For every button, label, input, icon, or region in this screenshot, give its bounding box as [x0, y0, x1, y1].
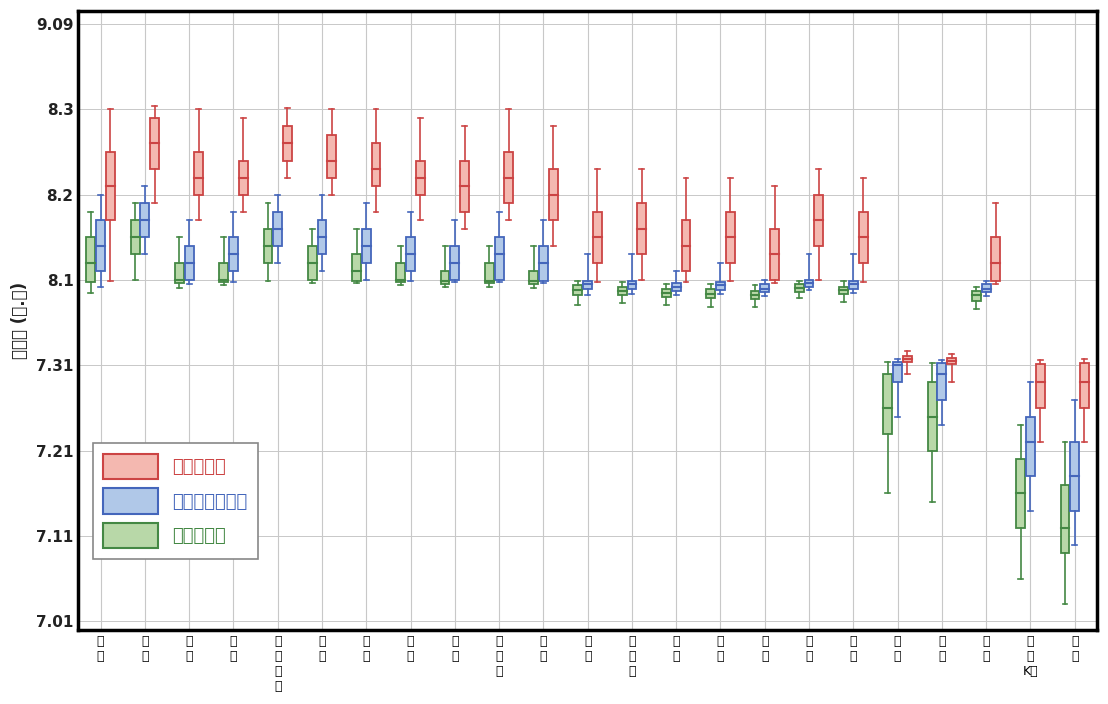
- FancyBboxPatch shape: [318, 220, 327, 254]
- FancyBboxPatch shape: [574, 285, 583, 295]
- FancyBboxPatch shape: [274, 212, 283, 246]
- FancyBboxPatch shape: [671, 283, 680, 291]
- FancyBboxPatch shape: [175, 263, 184, 283]
- FancyBboxPatch shape: [706, 289, 715, 298]
- FancyBboxPatch shape: [893, 362, 902, 382]
- FancyBboxPatch shape: [194, 152, 203, 194]
- FancyBboxPatch shape: [883, 374, 892, 434]
- FancyBboxPatch shape: [637, 203, 646, 254]
- FancyBboxPatch shape: [1080, 363, 1089, 408]
- FancyBboxPatch shape: [770, 229, 779, 280]
- FancyBboxPatch shape: [839, 287, 848, 294]
- FancyBboxPatch shape: [681, 220, 690, 272]
- FancyBboxPatch shape: [726, 212, 735, 263]
- FancyBboxPatch shape: [794, 284, 803, 292]
- FancyBboxPatch shape: [804, 280, 813, 287]
- FancyBboxPatch shape: [450, 246, 459, 280]
- FancyBboxPatch shape: [106, 152, 115, 220]
- FancyBboxPatch shape: [151, 118, 160, 169]
- FancyBboxPatch shape: [937, 363, 946, 400]
- FancyBboxPatch shape: [716, 282, 725, 290]
- FancyBboxPatch shape: [538, 246, 547, 281]
- Legend: 출수만한기, 안전출수한계기, 안전출수기: 출수만한기, 안전출수한계기, 안전출수기: [93, 443, 258, 559]
- FancyBboxPatch shape: [814, 194, 823, 246]
- FancyBboxPatch shape: [504, 152, 513, 203]
- FancyBboxPatch shape: [618, 287, 627, 295]
- FancyBboxPatch shape: [982, 284, 991, 292]
- FancyBboxPatch shape: [992, 237, 1001, 281]
- FancyBboxPatch shape: [494, 237, 503, 280]
- FancyBboxPatch shape: [927, 382, 936, 451]
- FancyBboxPatch shape: [1036, 364, 1045, 408]
- FancyBboxPatch shape: [1026, 417, 1035, 477]
- FancyBboxPatch shape: [583, 281, 592, 289]
- FancyBboxPatch shape: [663, 289, 671, 297]
- FancyBboxPatch shape: [131, 220, 140, 254]
- FancyBboxPatch shape: [760, 284, 769, 292]
- Y-axis label: 출수기 (월.일): 출수기 (월.일): [11, 282, 29, 359]
- FancyBboxPatch shape: [859, 212, 868, 263]
- FancyBboxPatch shape: [308, 246, 317, 280]
- FancyBboxPatch shape: [750, 291, 759, 299]
- FancyBboxPatch shape: [371, 144, 380, 186]
- FancyBboxPatch shape: [416, 161, 424, 194]
- FancyBboxPatch shape: [530, 272, 538, 284]
- FancyBboxPatch shape: [972, 291, 981, 301]
- FancyBboxPatch shape: [627, 281, 636, 289]
- FancyBboxPatch shape: [947, 358, 956, 364]
- FancyBboxPatch shape: [1070, 442, 1079, 510]
- FancyBboxPatch shape: [1060, 485, 1069, 553]
- FancyBboxPatch shape: [86, 237, 95, 282]
- FancyBboxPatch shape: [362, 229, 371, 263]
- FancyBboxPatch shape: [460, 161, 469, 212]
- FancyBboxPatch shape: [407, 237, 416, 272]
- FancyBboxPatch shape: [327, 135, 336, 177]
- FancyBboxPatch shape: [283, 126, 291, 161]
- FancyBboxPatch shape: [441, 272, 450, 284]
- FancyBboxPatch shape: [185, 246, 194, 280]
- FancyBboxPatch shape: [141, 203, 150, 237]
- FancyBboxPatch shape: [548, 169, 557, 220]
- FancyBboxPatch shape: [238, 161, 247, 194]
- FancyBboxPatch shape: [903, 356, 912, 362]
- FancyBboxPatch shape: [229, 237, 238, 272]
- FancyBboxPatch shape: [485, 263, 494, 283]
- FancyBboxPatch shape: [397, 263, 406, 282]
- FancyBboxPatch shape: [1016, 459, 1025, 527]
- FancyBboxPatch shape: [264, 229, 273, 263]
- FancyBboxPatch shape: [849, 281, 858, 289]
- FancyBboxPatch shape: [219, 263, 228, 282]
- FancyBboxPatch shape: [593, 212, 602, 263]
- FancyBboxPatch shape: [96, 220, 105, 272]
- FancyBboxPatch shape: [352, 254, 361, 281]
